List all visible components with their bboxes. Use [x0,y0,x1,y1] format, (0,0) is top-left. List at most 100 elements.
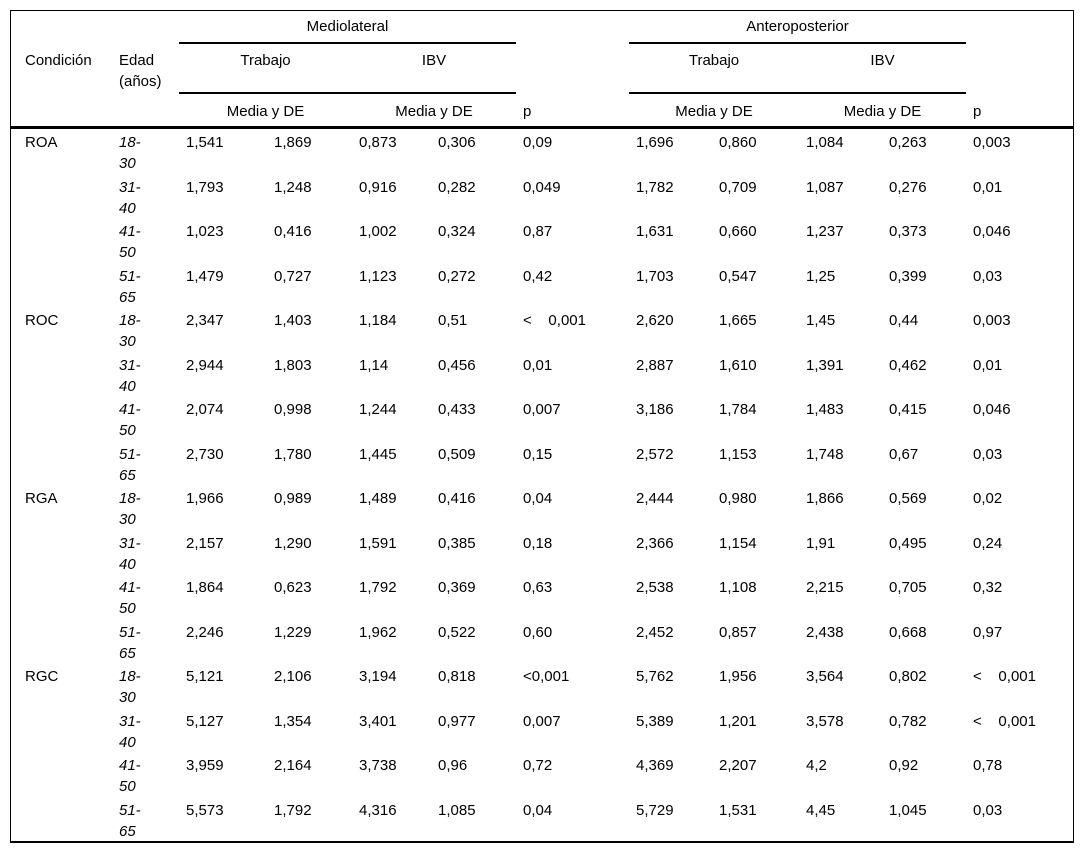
cell-ap-trabajo-de: 1,784 [719,401,757,418]
cell-edad: 51- 65 [119,445,141,484]
table-row: 41- 50 2,074 0,998 1,244 0,433 0,007 3,1… [11,396,1073,441]
cell-ap-trabajo-de: 0,660 [719,223,757,240]
cell-ap-trabajo-media: 2,620 [636,312,674,329]
header-media-de-ml-ibv: Media y DE [395,103,473,120]
table-row: RGA 18- 30 1,966 0,989 1,489 0,416 0,04 … [11,485,1073,530]
cell-ml-ibv-de: 0,433 [438,401,476,418]
cell-ap-ibv-media: 1,866 [806,490,844,507]
cell-condicion [11,218,112,263]
cell-edad: 41- 50 [119,223,141,261]
cell-ml-trabajo-media: 1,793 [186,178,224,196]
cell-edad: 18- 30 [119,134,141,172]
header-condicion: Condición [25,52,92,69]
cell-edad: 51- 65 [119,267,141,306]
cell-edad: 41- 50 [119,401,141,439]
cell-ml-ibv-de: 0,96 [438,757,468,774]
cell-ap-ibv-media: 4,2 [806,757,827,774]
cell-p-mediolateral: 0,01 [523,356,553,374]
cell-ml-trabajo-de: 0,416 [274,223,312,240]
cell-ap-ibv-media: 1,25 [806,267,836,285]
cell-ml-trabajo-de: 2,164 [274,757,312,774]
header-group-mediolateral: Mediolateral [179,11,516,44]
cell-ap-trabajo-media: 2,887 [636,356,674,374]
cell-ml-trabajo-media: 2,074 [186,401,224,418]
table-header: Condición Edad (años) Mediolateral Anter… [11,11,1073,129]
cell-edad: 31- 40 [119,178,141,217]
cell-edad: 41- 50 [119,757,141,795]
cell-ml-ibv-media: 1,123 [359,267,397,285]
cell-p-anteroposterior: < 0,001 [973,712,1036,730]
table-row: RGC 18- 30 5,121 2,106 3,194 0,818 <0,00… [11,663,1073,708]
cell-p-mediolateral: 0,87 [523,223,553,240]
cell-condicion: ROC [25,312,59,329]
cell-ml-ibv-media: 1,184 [359,312,397,329]
cell-ap-ibv-de: 1,045 [889,801,927,819]
cell-condicion [11,530,112,575]
cell-ap-ibv-de: 0,668 [889,623,927,641]
cell-ml-trabajo-media: 1,966 [186,490,224,507]
cell-ml-ibv-media: 4,316 [359,801,397,819]
header-group-anteroposterior: Anteroposterior [629,11,966,44]
cell-p-anteroposterior: 0,046 [973,223,1011,240]
cell-p-mediolateral: 0,09 [523,134,553,151]
cell-ml-ibv-de: 0,306 [438,134,476,151]
table-row: 31- 40 1,793 1,248 0,916 0,282 0,049 1,7… [11,174,1073,219]
cell-ml-trabajo-de: 1,792 [274,801,312,819]
cell-ap-trabajo-media: 2,538 [636,579,674,596]
cell-ml-ibv-de: 0,369 [438,579,476,596]
cell-ml-ibv-media: 1,445 [359,445,397,463]
cell-ap-ibv-de: 0,705 [889,579,927,596]
cell-condicion [11,708,112,753]
table-row: 31- 40 2,944 1,803 1,14 0,456 0,01 2,887… [11,352,1073,397]
cell-ml-ibv-de: 0,272 [438,267,476,285]
cell-ml-trabajo-media: 5,127 [186,712,224,730]
cell-ml-trabajo-media: 2,157 [186,534,224,552]
table-row: 41- 50 1,864 0,623 1,792 0,369 0,63 2,53… [11,574,1073,619]
cell-condicion [11,263,112,308]
cell-p-anteroposterior: 0,03 [973,267,1003,285]
cell-ap-ibv-de: 0,782 [889,712,927,730]
cell-ml-ibv-media: 1,792 [359,579,397,596]
cell-p-mediolateral: 0,72 [523,757,553,774]
header-edad-anos: Edad (años) [119,52,162,90]
header-anteroposterior-trabajo: Trabajo [629,44,799,94]
cell-ap-trabajo-de: 0,860 [719,134,757,151]
table-row: 51- 65 2,246 1,229 1,962 0,522 0,60 2,45… [11,619,1073,664]
header-anteroposterior-ibv: IBV [799,44,966,94]
cell-ap-trabajo-media: 1,696 [636,134,674,151]
cell-condicion: RGA [25,490,58,507]
header-p-anteroposterior: p [973,103,982,120]
cell-ml-trabajo-media: 5,121 [186,668,224,685]
cell-ap-ibv-media: 2,438 [806,623,844,641]
cell-ml-ibv-media: 0,916 [359,178,397,196]
cell-p-mediolateral: 0,049 [523,178,561,196]
cell-p-mediolateral: 0,007 [523,401,561,418]
cell-ap-trabajo-de: 0,547 [719,267,757,285]
cell-edad: 18- 30 [119,668,141,706]
header-media-de-ml-trabajo: Media y DE [226,103,305,120]
cell-p-mediolateral: 0,42 [523,267,553,285]
table-row: 51- 65 1,479 0,727 1,123 0,272 0,42 1,70… [11,263,1073,308]
cell-condicion [11,619,112,664]
cell-edad: 31- 40 [119,712,141,751]
table-row: 41- 50 1,023 0,416 1,002 0,324 0,87 1,63… [11,218,1073,263]
cell-p-anteroposterior: 0,02 [973,490,1003,507]
cell-p-anteroposterior: 0,003 [973,134,1011,151]
cell-ap-trabajo-media: 1,703 [636,267,674,285]
cell-ml-trabajo-de: 1,229 [274,623,312,641]
cell-condicion [11,441,112,486]
cell-ap-ibv-de: 0,415 [889,401,927,418]
cell-ml-ibv-media: 1,962 [359,623,397,641]
cell-ap-ibv-media: 1,45 [806,312,836,329]
cell-ap-ibv-media: 2,215 [806,579,844,596]
table-row: 41- 50 3,959 2,164 3,738 0,96 0,72 4,369… [11,752,1073,797]
cell-ml-trabajo-de: 0,727 [274,267,312,285]
cell-p-anteroposterior: < 0,001 [973,668,1036,685]
header-media-de-ap-ibv: Media y DE [843,103,922,120]
results-table: Condición Edad (años) Mediolateral Anter… [10,10,1074,843]
cell-ap-trabajo-media: 2,444 [636,490,674,507]
cell-ml-trabajo-de: 0,623 [274,579,312,596]
cell-ml-ibv-de: 0,282 [438,178,476,196]
cell-ap-ibv-de: 0,92 [889,757,919,774]
